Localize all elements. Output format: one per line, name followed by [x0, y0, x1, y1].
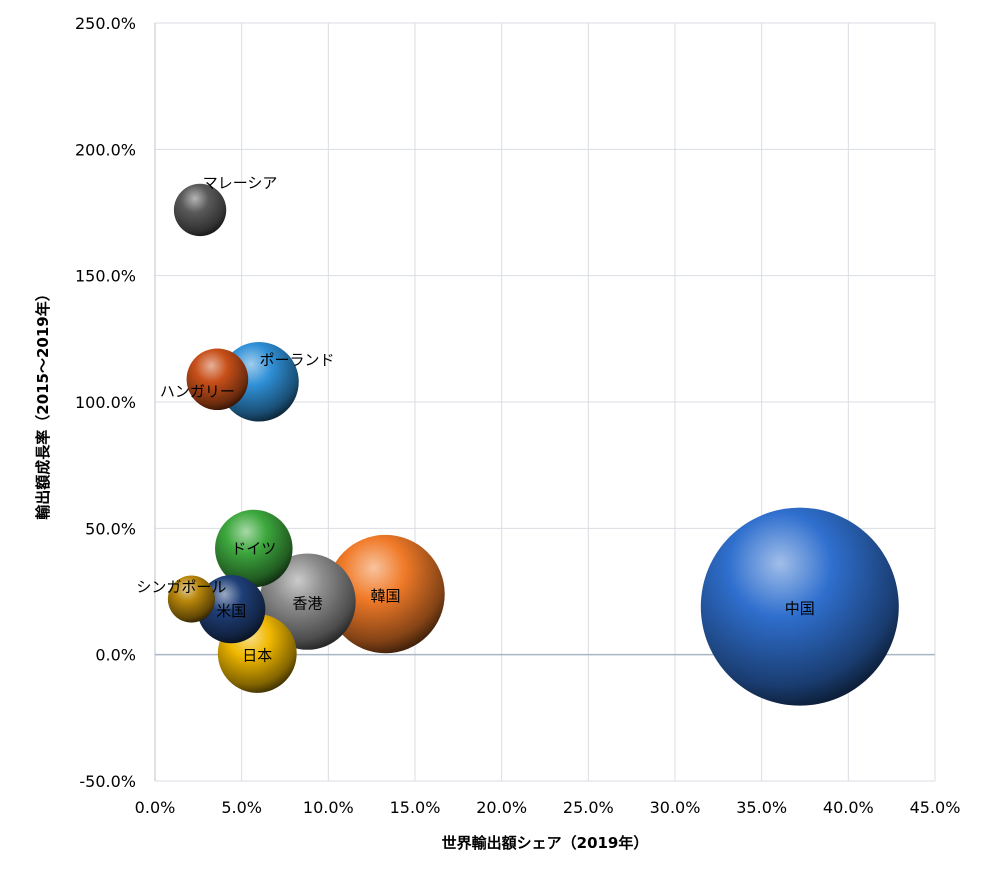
bubble-label: 香港 [293, 595, 323, 613]
x-tick-label: 20.0% [476, 798, 527, 817]
x-tick-label: 35.0% [736, 798, 787, 817]
x-tick-label: 45.0% [910, 798, 961, 817]
bubble-label: マレーシア [203, 174, 278, 192]
bubble-label: ドイツ [231, 540, 276, 558]
bubble [186, 348, 249, 411]
x-axis-title: 世界輸出額シェア（2019年） [442, 834, 649, 852]
x-tick-label: 0.0% [135, 798, 176, 817]
bubble-label: 米国 [216, 602, 246, 620]
y-tick-label: 150.0% [75, 267, 136, 286]
bubble [197, 575, 266, 644]
bubble-label: ポーランド [259, 351, 334, 369]
y-tick-label: 200.0% [75, 140, 136, 159]
bubble [215, 509, 293, 588]
bubble-label: ハンガリー [160, 382, 235, 400]
bubble [700, 507, 899, 706]
bubble-label: シンガポール [136, 578, 226, 596]
y-tick-label: 100.0% [75, 393, 136, 412]
x-tick-label: 30.0% [650, 798, 701, 817]
bubble-label: 中国 [785, 600, 815, 618]
x-tick-label: 25.0% [563, 798, 614, 817]
ticks: 0.0% 5.0% 10.0% 15.0% 20.0% 25.0% 30.0% 35.0% 40… [75, 14, 960, 817]
y-tick-label: -50.0% [79, 772, 136, 791]
bubble-label: 韓国 [371, 587, 401, 605]
bubble-label: 日本 [242, 646, 272, 664]
bubbles [167, 183, 899, 706]
y-axis-title: 輸出額成長率（2015～2019年） [34, 286, 52, 520]
y-tick-label: 0.0% [95, 646, 136, 665]
bubble [173, 183, 227, 237]
x-tick-label: 40.0% [823, 798, 874, 817]
x-tick-label: 10.0% [303, 798, 354, 817]
y-tick-label: 50.0% [85, 519, 136, 538]
x-tick-label: 15.0% [390, 798, 441, 817]
y-tick-label: 250.0% [75, 14, 136, 33]
bubble [167, 575, 215, 623]
bubble [326, 534, 445, 654]
x-tick-label: 5.0% [221, 798, 262, 817]
